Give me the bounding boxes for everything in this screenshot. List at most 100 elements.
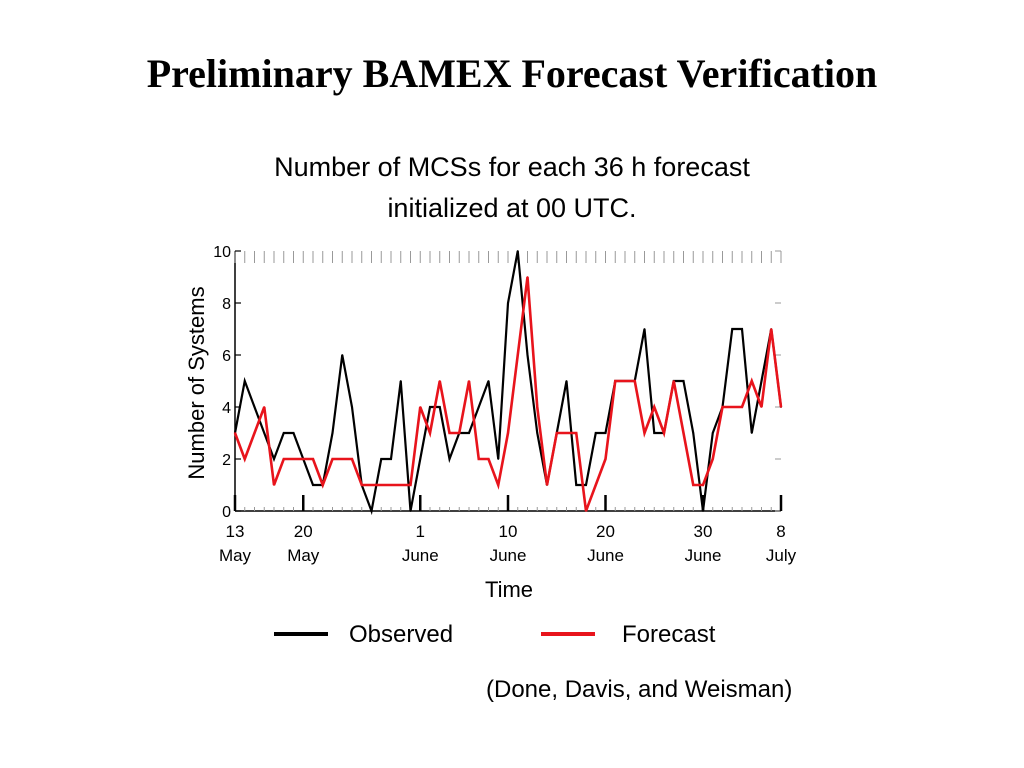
observed-point bbox=[292, 432, 295, 434]
observed-point bbox=[273, 458, 275, 460]
y-axis-label: Number of Systems bbox=[184, 286, 209, 479]
observed-point bbox=[741, 328, 743, 330]
forecast-point bbox=[273, 484, 275, 486]
observed-point bbox=[477, 406, 480, 408]
x-tick-label-day: 20 bbox=[596, 522, 615, 541]
forecast-point bbox=[292, 458, 295, 460]
observed-point bbox=[380, 458, 383, 460]
observed-point bbox=[409, 510, 412, 512]
forecast-point bbox=[672, 380, 675, 382]
observed-point bbox=[253, 406, 256, 408]
observed-point bbox=[282, 432, 285, 434]
forecast-point bbox=[653, 406, 656, 408]
forecast-point bbox=[741, 406, 743, 408]
credit-text: (Done, Davis, and Weisman) bbox=[486, 676, 793, 703]
forecast-point bbox=[507, 432, 509, 434]
observed-point bbox=[711, 432, 714, 434]
forecast-point bbox=[643, 432, 646, 434]
forecast-point bbox=[243, 458, 246, 460]
observed-point bbox=[643, 328, 646, 330]
forecast-point bbox=[555, 432, 558, 434]
observed-point bbox=[351, 406, 353, 408]
observed-point bbox=[653, 432, 656, 434]
forecast-point bbox=[253, 432, 256, 434]
chart-subtitle-line-1: Number of MCSs for each 36 h forecast bbox=[274, 152, 750, 182]
observed-point bbox=[370, 510, 373, 512]
forecast-point bbox=[692, 484, 695, 486]
x-tick-label-day: 20 bbox=[294, 522, 313, 541]
observed-point bbox=[429, 406, 431, 408]
forecast-point bbox=[438, 380, 441, 382]
forecast-point bbox=[575, 432, 578, 434]
forecast-point bbox=[682, 432, 685, 434]
x-tick-label-month: June bbox=[685, 546, 722, 565]
observed-point bbox=[312, 484, 314, 486]
observed-point bbox=[448, 458, 451, 460]
forecast-point bbox=[594, 484, 597, 486]
x-tick-label-month: July bbox=[766, 546, 797, 565]
x-tick-label-day: 8 bbox=[776, 522, 785, 541]
forecast-point bbox=[458, 432, 461, 434]
observed-point bbox=[438, 406, 441, 408]
x-axis-label: Time bbox=[485, 577, 533, 602]
x-tick-label-day: 10 bbox=[499, 522, 518, 541]
forecast-point bbox=[750, 380, 753, 382]
observed-point bbox=[243, 380, 246, 382]
forecast-point bbox=[516, 354, 519, 356]
forecast-point bbox=[390, 484, 392, 486]
legend-observed-swatch bbox=[274, 632, 328, 636]
forecast-point bbox=[468, 380, 470, 382]
observed-point bbox=[682, 380, 685, 382]
x-tick-label-month: June bbox=[587, 546, 624, 565]
forecast-point bbox=[370, 484, 373, 486]
observed-point bbox=[341, 354, 344, 356]
observed-point bbox=[585, 484, 587, 486]
forecast-point bbox=[263, 406, 266, 408]
forecast-point bbox=[448, 432, 451, 434]
observed-point bbox=[760, 380, 763, 382]
y-tick-label: 10 bbox=[213, 244, 231, 261]
observed-point bbox=[487, 380, 490, 382]
observed-point bbox=[399, 380, 402, 382]
forecast-point bbox=[780, 406, 782, 408]
forecast-point bbox=[419, 406, 422, 408]
observed-point bbox=[331, 432, 334, 434]
forecast-point bbox=[760, 406, 763, 408]
x-tick-label-month: June bbox=[490, 546, 527, 565]
x-tick-label-month: May bbox=[219, 546, 252, 565]
y-tick-label: 2 bbox=[222, 452, 231, 469]
x-tick-label-month: June bbox=[402, 546, 439, 565]
observed-point bbox=[536, 432, 539, 434]
forecast-point bbox=[663, 432, 665, 434]
forecast-point bbox=[282, 458, 285, 460]
forecast-point bbox=[331, 458, 334, 460]
observed-point bbox=[526, 354, 529, 356]
forecast-point bbox=[429, 432, 431, 434]
observed-point bbox=[419, 458, 422, 460]
forecast-point bbox=[302, 458, 305, 460]
y-tick-label: 6 bbox=[222, 348, 231, 365]
y-tick-label: 4 bbox=[222, 400, 231, 417]
observed-point bbox=[692, 432, 695, 434]
observed-point bbox=[702, 510, 704, 512]
forecast-point bbox=[565, 432, 568, 434]
observed-point bbox=[507, 302, 509, 304]
observed-point bbox=[731, 328, 734, 330]
forecast-point bbox=[721, 406, 724, 408]
forecast-point bbox=[526, 276, 529, 278]
x-tick-label-month: May bbox=[287, 546, 320, 565]
x-tick-label-day: 30 bbox=[694, 522, 713, 541]
x-tick-label-day: 13 bbox=[226, 522, 245, 541]
forecast-point bbox=[409, 484, 412, 486]
legend-observed-label: Observed bbox=[349, 621, 454, 648]
forecast-point bbox=[604, 458, 607, 460]
forecast-point bbox=[234, 432, 236, 434]
forecast-point bbox=[770, 328, 773, 330]
legend-forecast-swatch bbox=[541, 632, 595, 636]
observed-point bbox=[565, 380, 568, 382]
forecast-point bbox=[614, 380, 617, 382]
forecast-point bbox=[380, 484, 383, 486]
forecast-point bbox=[585, 510, 587, 512]
observed-point bbox=[516, 250, 519, 252]
y-tick-label: 8 bbox=[222, 296, 231, 313]
